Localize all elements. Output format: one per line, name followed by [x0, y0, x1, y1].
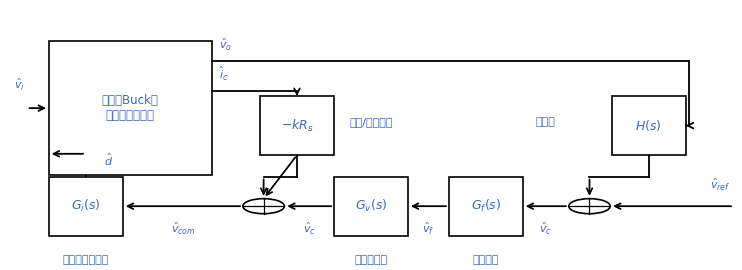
Text: $\hat{v}_o$: $\hat{v}_o$ [219, 37, 232, 53]
Text: $H(s)$: $H(s)$ [635, 118, 662, 133]
Text: 电压控制器: 电压控制器 [355, 255, 387, 265]
Text: $\hat{i}_c$: $\hat{i}_c$ [219, 65, 229, 83]
Text: $G_i(s)$: $G_i(s)$ [71, 198, 101, 214]
Text: 电流/电压转换: 电流/电压转换 [349, 117, 393, 127]
Bar [611, 96, 686, 155]
Text: 补偿网络: 补偿网络 [473, 255, 499, 265]
Text: $\hat{d}$: $\hat{d}$ [105, 152, 114, 168]
Text: 负电压Buck变
换器小信号模型: 负电压Buck变 换器小信号模型 [102, 94, 159, 122]
Text: 分压器: 分压器 [535, 117, 555, 127]
Text: $G_f(s)$: $G_f(s)$ [470, 198, 501, 214]
Bar [49, 177, 123, 236]
Text: 峰値电流控制器: 峰値电流控制器 [62, 255, 109, 265]
Text: $G_v(s)$: $G_v(s)$ [355, 198, 387, 214]
Text: $\hat{v}_{ref}$: $\hat{v}_{ref}$ [710, 177, 730, 193]
Text: $-kR_s$: $-kR_s$ [280, 117, 313, 134]
Bar [334, 177, 408, 236]
Text: $\hat{v}_f$: $\hat{v}_f$ [422, 221, 435, 237]
Bar [260, 96, 334, 155]
Text: $\hat{v}_c$: $\hat{v}_c$ [303, 221, 315, 237]
Text: $\hat{v}_c$: $\hat{v}_c$ [539, 221, 552, 237]
Text: $\hat{v}_i$: $\hat{v}_i$ [14, 77, 24, 93]
Bar [49, 41, 211, 175]
Bar [449, 177, 523, 236]
Text: $\hat{v}_{com}$: $\hat{v}_{com}$ [171, 221, 195, 237]
